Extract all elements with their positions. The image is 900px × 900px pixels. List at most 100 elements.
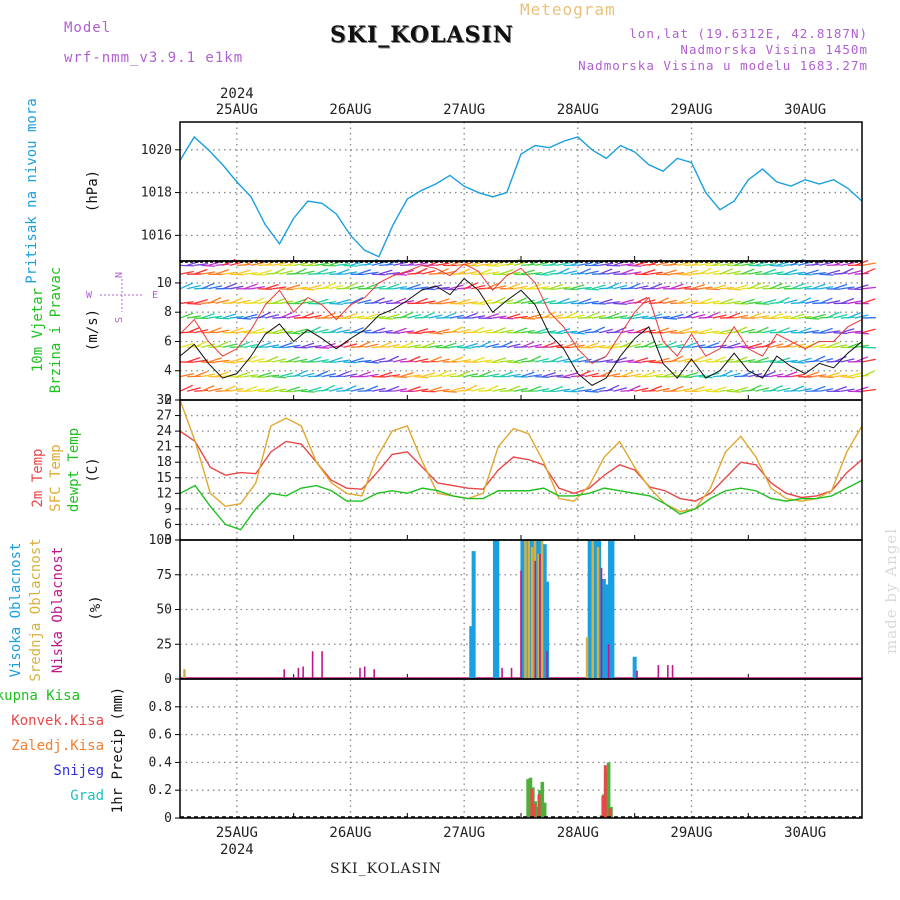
wind-barb bbox=[605, 384, 620, 392]
wind-barb bbox=[762, 268, 776, 275]
wind-barb bbox=[286, 386, 301, 392]
wind-barb bbox=[847, 330, 862, 334]
wind-barb bbox=[556, 375, 571, 379]
wind-barb bbox=[641, 341, 655, 348]
wind-barb bbox=[265, 374, 280, 378]
wind-barb bbox=[613, 356, 627, 363]
wind-barb bbox=[705, 288, 720, 291]
wind-barb bbox=[456, 370, 471, 378]
low-cloud-bar bbox=[636, 670, 638, 679]
wind-barb bbox=[343, 282, 357, 290]
wind-barb bbox=[343, 313, 357, 319]
wind-barb bbox=[726, 372, 741, 378]
wind-barb bbox=[783, 317, 798, 320]
wind-barb bbox=[272, 286, 287, 290]
wind-barb bbox=[591, 314, 606, 319]
wind-barb bbox=[186, 260, 201, 267]
wind-barb bbox=[826, 341, 840, 348]
precip-conv-bar bbox=[601, 795, 605, 818]
wind-barb bbox=[819, 297, 833, 305]
y-tick-label: 1016 bbox=[141, 228, 172, 243]
wind-barb bbox=[265, 386, 279, 392]
year-label-top: 2024 bbox=[220, 86, 254, 102]
wind-barb bbox=[378, 299, 393, 305]
wind-barb bbox=[599, 359, 614, 363]
low-cloud-bar bbox=[297, 667, 300, 679]
wind-barb bbox=[641, 269, 656, 275]
wind-barb bbox=[684, 269, 699, 275]
wind-barb bbox=[250, 261, 265, 267]
y-tick-label: 1018 bbox=[141, 186, 172, 201]
wind-barb bbox=[201, 385, 215, 392]
wind-barb bbox=[186, 284, 201, 290]
compass-e: E bbox=[152, 290, 158, 301]
wind-barb bbox=[755, 387, 770, 392]
wind-barb bbox=[719, 268, 734, 275]
wind-barb bbox=[670, 374, 685, 378]
wind-barb bbox=[350, 315, 365, 319]
wind-barb bbox=[535, 375, 550, 378]
wind-barb bbox=[492, 357, 507, 363]
wind-barb bbox=[634, 387, 649, 392]
wind-barb bbox=[456, 328, 471, 334]
wind-barb bbox=[336, 329, 351, 334]
wind-barb bbox=[783, 299, 798, 305]
mid-cloud-bar bbox=[585, 637, 589, 679]
wind-barb bbox=[194, 298, 208, 305]
wind-barb bbox=[471, 345, 486, 348]
y-tick-label: 12 bbox=[156, 486, 172, 501]
wind-barb bbox=[457, 346, 472, 349]
wind-barb bbox=[549, 355, 563, 363]
wind-barb bbox=[193, 370, 208, 378]
wind-barb bbox=[414, 388, 429, 392]
wind-barb bbox=[485, 313, 499, 319]
wind-barb bbox=[257, 311, 272, 319]
wind-barb bbox=[208, 260, 223, 267]
wind-barb bbox=[677, 273, 692, 276]
wind-barb bbox=[669, 283, 684, 290]
wind-barb bbox=[478, 329, 493, 334]
wind-barb bbox=[556, 261, 571, 267]
wind-barb bbox=[393, 285, 408, 290]
wind-barb bbox=[762, 298, 777, 305]
wind-barb bbox=[336, 359, 351, 363]
wind-barb bbox=[698, 261, 713, 267]
wind-barb bbox=[797, 357, 812, 363]
wind-barb bbox=[726, 270, 741, 275]
wind-barb bbox=[627, 373, 642, 378]
wind-barb bbox=[243, 313, 258, 319]
wind-barb bbox=[634, 296, 648, 305]
wind-barb bbox=[421, 311, 435, 319]
wind-barb bbox=[698, 297, 712, 305]
y-tick-label: 30 bbox=[156, 393, 172, 408]
wind-barb bbox=[769, 313, 784, 319]
wind-barb bbox=[819, 375, 834, 378]
compass-s: S bbox=[114, 317, 125, 323]
wind-barb bbox=[357, 359, 372, 363]
pressure-line bbox=[179, 135, 863, 258]
wind-barb bbox=[719, 298, 734, 305]
wind-barb bbox=[549, 314, 564, 319]
wind-barb bbox=[812, 385, 826, 392]
wind-barb bbox=[371, 261, 386, 267]
wind-barb bbox=[513, 285, 528, 290]
wind-axis-label-1: 10m Vjetar bbox=[30, 288, 46, 372]
wind-barb bbox=[549, 386, 563, 392]
high-cloud-bar bbox=[545, 581, 550, 679]
wind-barb bbox=[250, 285, 265, 290]
wind-barb bbox=[797, 327, 812, 334]
wind-barb bbox=[513, 327, 528, 334]
wind-barb bbox=[549, 374, 564, 378]
wind-barb bbox=[229, 315, 244, 319]
wind-barb bbox=[726, 390, 742, 393]
wind-barb bbox=[769, 271, 784, 275]
wind-barb bbox=[769, 301, 784, 305]
wind-barb bbox=[712, 332, 727, 335]
wind-barb bbox=[705, 342, 720, 348]
wind-barb bbox=[819, 261, 834, 267]
wind-barb bbox=[826, 311, 840, 319]
wind-barb bbox=[208, 327, 222, 334]
wind-barb bbox=[485, 271, 500, 275]
wind-barb bbox=[819, 327, 833, 334]
wind-barb bbox=[492, 260, 507, 267]
